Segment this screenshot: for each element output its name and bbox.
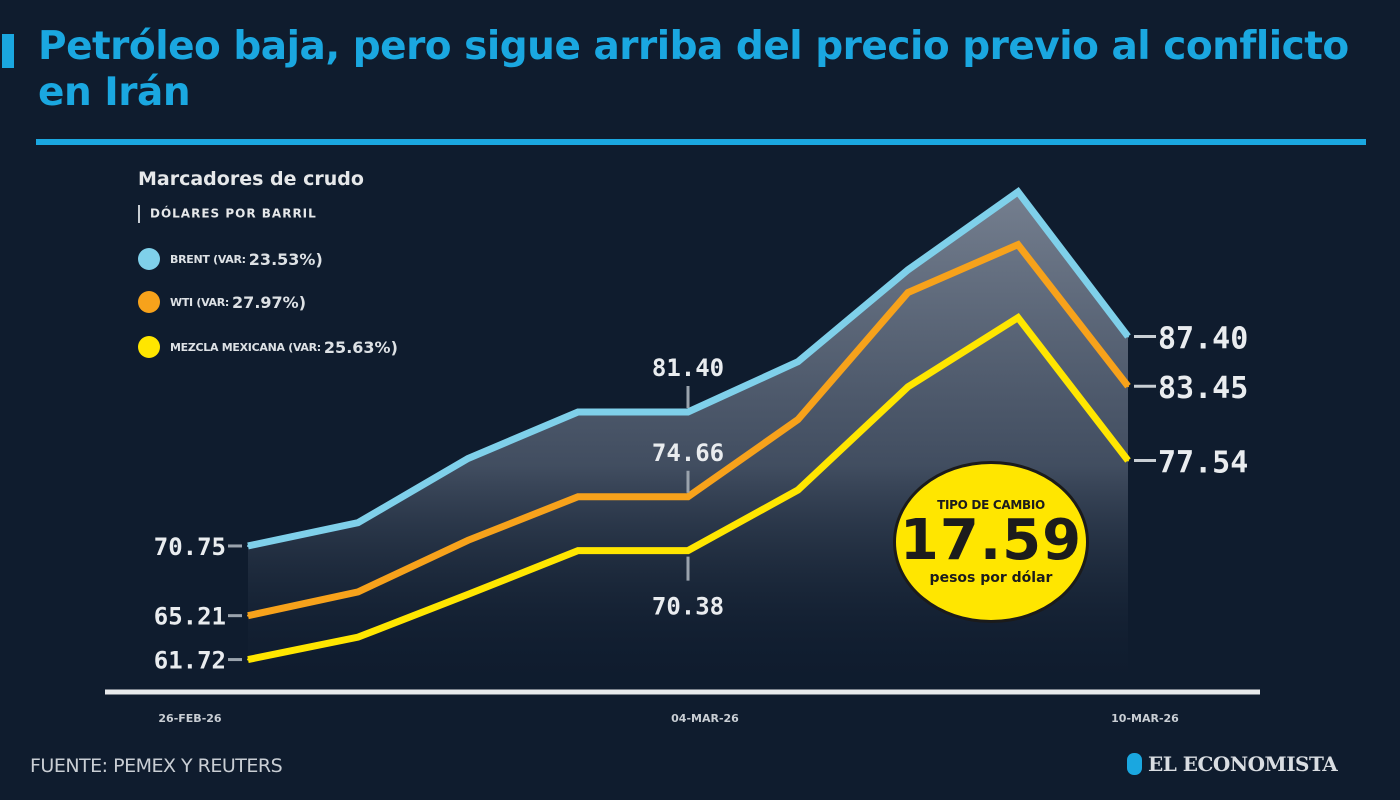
- legend-item-mezcla: MEZCLA MEXICANA (VAR: 25.63%): [138, 336, 398, 358]
- data-point-wti: [907, 291, 909, 294]
- x-tick-label: 10-MAR-26: [1111, 712, 1179, 725]
- data-point-brent: [357, 521, 359, 524]
- value-label: 70.38: [652, 593, 724, 621]
- legend-pipe: [138, 205, 140, 223]
- legend-var: 27.97%): [232, 292, 306, 312]
- legend-item-wti: WTI (VAR: 27.97%): [138, 291, 306, 313]
- data-point-mezcla: [467, 593, 469, 596]
- data-point-brent: [577, 410, 579, 413]
- legend-label: MEZCLA MEXICANA (VAR:: [170, 340, 321, 354]
- data-point-wti: [1127, 385, 1129, 388]
- logo-icon: [1127, 753, 1142, 775]
- data-point-brent: [1127, 335, 1129, 338]
- value-label: 87.40: [1158, 322, 1248, 357]
- legend-subtitle: DÓLARES POR BARRIL: [138, 205, 317, 223]
- value-label: 83.45: [1158, 371, 1248, 406]
- legend-title: Marcadores de crudo: [138, 168, 364, 190]
- x-tick-label: 04-MAR-26: [671, 712, 739, 725]
- data-point-brent: [467, 457, 469, 460]
- data-point-wti: [687, 495, 689, 498]
- data-point-wti: [467, 539, 469, 542]
- badge-unit: pesos por dólar: [929, 570, 1053, 586]
- data-point-brent: [907, 268, 909, 271]
- value-label: 65.21: [154, 603, 226, 631]
- title-rule: [36, 139, 1366, 145]
- legend-dot-icon: [138, 336, 160, 358]
- publisher-logo: EL ECONOMISTA: [1127, 752, 1338, 776]
- value-label: 77.54: [1158, 446, 1248, 481]
- legend-label: BRENT (VAR:: [170, 252, 246, 266]
- data-point-wti: [357, 590, 359, 593]
- data-point-brent: [687, 410, 689, 413]
- data-point-brent: [1017, 190, 1019, 193]
- data-point-mezcla: [687, 549, 689, 552]
- data-point-brent: [247, 544, 249, 547]
- legend-label: WTI (VAR:: [170, 295, 230, 309]
- value-label: 81.40: [652, 354, 724, 382]
- data-point-mezcla: [1017, 316, 1019, 319]
- data-point-wti: [797, 418, 799, 421]
- data-point-mezcla: [907, 385, 909, 388]
- legend-dot-icon: [138, 248, 160, 270]
- title-accent-bar: [2, 34, 14, 68]
- data-point-wti: [1017, 243, 1019, 246]
- legend-item-brent: BRENT (VAR: 23.53%): [138, 248, 323, 270]
- logo-text: EL ECONOMISTA: [1148, 752, 1338, 776]
- legend-dot-icon: [138, 291, 160, 313]
- data-point-mezcla: [1127, 459, 1129, 462]
- value-label: 70.75: [154, 533, 226, 561]
- value-label: 61.72: [154, 647, 226, 675]
- x-tick-label: 26-FEB-26: [158, 712, 222, 725]
- badge-label: TIPO DE CAMBIO: [937, 498, 1045, 512]
- value-label: 74.66: [652, 439, 724, 467]
- legend-unit: DÓLARES POR BARRIL: [150, 206, 317, 221]
- legend-var: 23.53%): [248, 249, 323, 269]
- exchange-rate-badge: TIPO DE CAMBIO 17.59 pesos por dólar: [893, 461, 1089, 623]
- badge-value: 17.59: [899, 508, 1083, 573]
- legend-var: 25.63%): [323, 337, 398, 357]
- data-point-wti: [247, 614, 249, 617]
- data-point-brent: [797, 360, 799, 363]
- source-note: FUENTE: PEMEX Y REUTERS: [30, 755, 283, 777]
- data-point-mezcla: [577, 549, 579, 552]
- data-point-mezcla: [797, 488, 799, 491]
- page-title: Petróleo baja, pero sigue arriba del pre…: [38, 24, 1349, 115]
- data-point-wti: [577, 495, 579, 498]
- data-point-mezcla: [247, 658, 249, 661]
- data-point-mezcla: [357, 636, 359, 639]
